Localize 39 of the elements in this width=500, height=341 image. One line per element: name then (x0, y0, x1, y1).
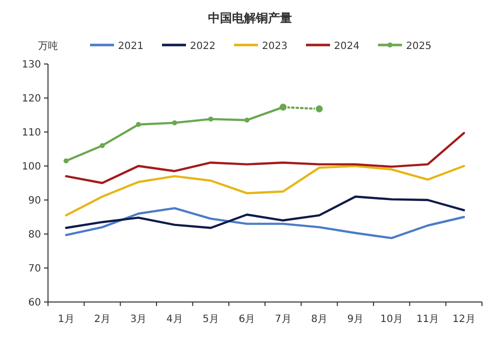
legend-label: 2021 (118, 41, 144, 52)
x-tick-label: 12月 (452, 314, 476, 325)
legend-item: 2021 (90, 41, 144, 52)
y-tick-label: 90 (28, 196, 41, 206)
x-tick-label: 11月 (416, 314, 440, 325)
legend-label: 2023 (262, 41, 288, 52)
x-tick-label: 5月 (202, 314, 219, 325)
x-tick-label: 4月 (166, 314, 183, 325)
y-tick-label: 80 (28, 230, 41, 240)
legend-label: 2024 (334, 41, 360, 52)
point (136, 122, 141, 128)
y-axis-title: 万吨 (38, 40, 58, 52)
x-tick-label: 6月 (238, 314, 256, 325)
legend-label: 2022 (190, 41, 216, 52)
legend-item: 2024 (306, 41, 360, 52)
x-tick-label: 9月 (347, 314, 364, 325)
x-tick-label: 8月 (311, 314, 328, 325)
point (100, 143, 105, 148)
point (64, 158, 69, 164)
y-tick-label: 70 (28, 264, 41, 274)
point (244, 118, 250, 123)
y-tick-label: 120 (22, 94, 41, 104)
x-tick-label: 10月 (380, 314, 403, 325)
x-tick-label: 2月 (94, 314, 110, 325)
point (314, 104, 324, 114)
x-tick-label: 1月 (58, 314, 74, 325)
point (208, 116, 214, 122)
y-tick-label: 100 (22, 162, 41, 172)
chart-title: 中国电解铜产量 (208, 11, 292, 25)
legend-label: 2025 (406, 41, 432, 52)
x-tick-label: 7月 (274, 314, 292, 325)
y-tick-label: 130 (22, 60, 41, 70)
y-tick-label: 60 (28, 298, 41, 308)
point (172, 120, 178, 126)
y-tick-label: 110 (22, 128, 41, 138)
legend-item: 2023 (234, 41, 288, 52)
x-tick-label: 3月 (130, 314, 147, 325)
legend-item: 2022 (162, 41, 216, 52)
legend-item: 2025 (378, 41, 432, 52)
